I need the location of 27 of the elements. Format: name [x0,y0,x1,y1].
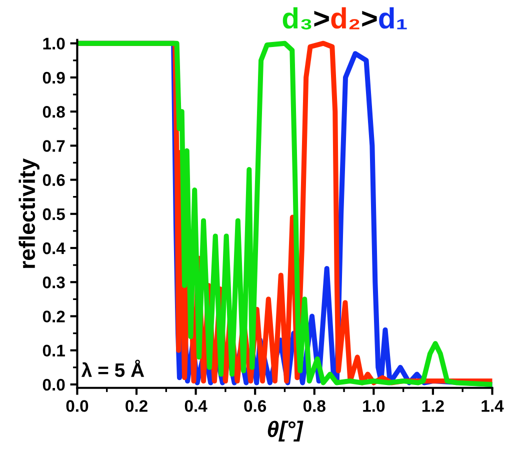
y-tick-label: 0.7 [42,140,65,152]
annotation: λ = 5 Å [81,360,144,378]
y-tick-label: 0.8 [42,106,65,118]
text: > [314,10,329,27]
series-label: d₁ [379,7,407,30]
series-label: d₃ [282,7,312,30]
y-tick-label: 0.1 [42,344,65,357]
text: > [362,10,377,27]
x-tick-label: 1.0 [363,400,385,412]
x-tick-label: 0.2 [126,400,148,412]
x-tick-label: 0.4 [184,400,208,412]
y-tick-label: 1.0 [43,38,65,50]
y-tick-label: 0.3 [42,276,65,288]
x-tick-label: 0.0 [66,400,88,412]
y-tick-label: 0.0 [42,378,65,391]
x-tick-label: 1.4 [482,400,504,412]
y-tick-label: 0.9 [42,72,65,84]
y-axis-title: reflectivity [18,158,40,268]
x-tick-label: 0.8 [303,400,326,412]
x-tick-label: 0.6 [244,400,266,412]
x-axis-title: θ[°] [268,420,304,442]
y-tick-label: 0.4 [42,242,66,254]
y-tick-label: 0.2 [42,310,65,322]
x-tick-label: 1.2 [422,400,444,412]
y-tick-label: 0.6 [42,174,65,186]
series-label: d₂ [331,7,360,30]
y-tick-label: 0.5 [42,208,65,220]
